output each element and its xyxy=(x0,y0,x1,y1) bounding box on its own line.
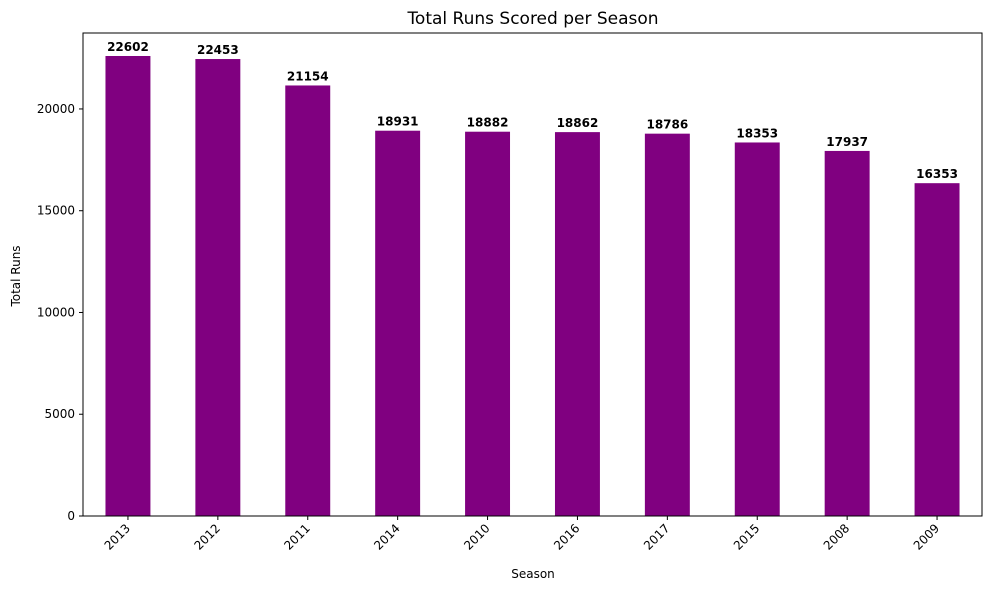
data-label-2011: 21154 xyxy=(287,69,329,83)
bars-group xyxy=(105,55,960,517)
bar-2009 xyxy=(914,183,960,516)
bar-2010 xyxy=(465,131,511,516)
x-tick-label-2013: 2013 xyxy=(102,521,133,552)
x-tick-label-2014: 2014 xyxy=(371,521,402,552)
x-tick-label-2015: 2015 xyxy=(731,521,762,552)
x-tick-label-2012: 2012 xyxy=(191,521,222,552)
chart-title: Total Runs Scored per Season xyxy=(406,9,658,29)
x-axis-label: Season xyxy=(511,567,555,581)
plot-frame xyxy=(82,32,983,517)
x-axis: 2013 2012 2011 2014 2010 2016 2017 2015 2008 2009 xyxy=(102,516,942,553)
bar-2017 xyxy=(644,133,690,517)
y-axis: 0 5000 10000 15000 20000 xyxy=(37,102,83,523)
data-label-2014: 18931 xyxy=(377,115,419,129)
data-label-2008: 17937 xyxy=(826,135,868,149)
y-tick-label-15000: 15000 xyxy=(37,204,75,218)
data-label-2015: 18353 xyxy=(736,126,778,140)
x-tick-label-2016: 2016 xyxy=(551,521,582,552)
data-label-2010: 18882 xyxy=(467,116,509,130)
x-tick-label-2008: 2008 xyxy=(821,521,852,552)
data-label-2009: 16353 xyxy=(916,167,958,181)
y-axis-label: Total Runs xyxy=(9,245,23,307)
data-label-2017: 18786 xyxy=(646,118,688,132)
data-label-2013: 22602 xyxy=(107,40,149,54)
data-label-2012: 22453 xyxy=(197,43,239,57)
x-tick-label-2011: 2011 xyxy=(281,521,312,552)
bar-2014 xyxy=(375,130,421,516)
y-tick-label-0: 0 xyxy=(67,509,75,523)
bar-2012 xyxy=(195,59,241,516)
y-tick-label-20000: 20000 xyxy=(37,102,75,116)
x-tick-label-2009: 2009 xyxy=(911,521,942,552)
bar-2008 xyxy=(824,150,870,516)
x-tick-label-2017: 2017 xyxy=(641,521,672,552)
x-tick-label-2010: 2010 xyxy=(461,521,492,552)
bar-2016 xyxy=(554,132,600,516)
bar-2011 xyxy=(285,85,331,517)
bar-2013 xyxy=(105,55,151,517)
data-labels-group: 22602 22453 21154 18931 18882 18862 18786 18353… xyxy=(107,40,958,181)
y-tick-label-10000: 10000 xyxy=(37,305,75,319)
y-tick-label-5000: 5000 xyxy=(44,407,75,421)
data-label-2016: 18862 xyxy=(557,116,599,130)
bar-2015 xyxy=(734,142,780,516)
